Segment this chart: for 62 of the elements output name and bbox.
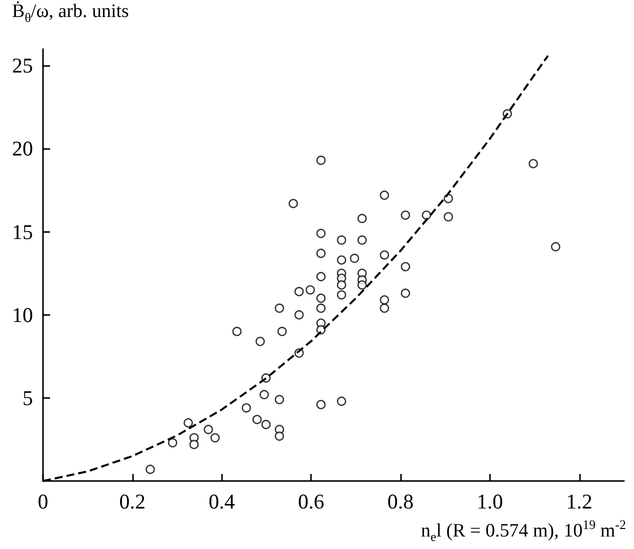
x-tick-label: 0.6 bbox=[298, 490, 324, 514]
point bbox=[357, 214, 367, 224]
point bbox=[210, 433, 220, 442]
point bbox=[422, 210, 432, 220]
y-tick-label: 10 bbox=[12, 302, 33, 327]
x-tick-label: 1.0 bbox=[476, 490, 504, 514]
point bbox=[400, 210, 410, 220]
point bbox=[400, 288, 410, 298]
x-tick-label: 0 bbox=[38, 490, 48, 514]
point bbox=[294, 286, 304, 296]
point bbox=[277, 326, 287, 336]
point bbox=[256, 336, 265, 346]
x-tick-label: 0.4 bbox=[208, 490, 236, 514]
point bbox=[316, 400, 326, 410]
point bbox=[288, 198, 298, 208]
y-tick-label: 25 bbox=[12, 54, 33, 78]
point bbox=[444, 212, 454, 222]
point bbox=[261, 420, 271, 430]
point bbox=[336, 255, 346, 265]
point bbox=[260, 390, 269, 400]
point bbox=[350, 254, 360, 263]
point bbox=[316, 304, 326, 313]
point bbox=[380, 190, 390, 200]
point bbox=[274, 394, 284, 404]
point bbox=[336, 235, 346, 245]
y-tick-label: 5 bbox=[22, 386, 33, 410]
y-tick-label: 20 bbox=[12, 136, 33, 161]
point bbox=[380, 295, 390, 305]
point bbox=[316, 248, 326, 258]
x-tick-label: 1.2 bbox=[566, 490, 592, 514]
point bbox=[357, 280, 367, 290]
point bbox=[316, 156, 326, 165]
point bbox=[274, 304, 284, 313]
point bbox=[316, 228, 326, 238]
point bbox=[232, 326, 242, 336]
y-axis-title: Ḃ$_{θ}$/ω, arb. units bbox=[12, 1, 129, 26]
point bbox=[336, 290, 346, 300]
y-tick-label: 15 bbox=[12, 220, 33, 244]
point bbox=[306, 285, 315, 295]
point bbox=[336, 396, 346, 406]
point bbox=[252, 414, 262, 424]
point bbox=[550, 242, 560, 252]
point bbox=[380, 304, 390, 313]
point bbox=[316, 272, 326, 282]
x-axis-title: n$_{e}$l (R = 0.574 m), 10$^{19}$ m$^{-2}$ bbox=[420, 517, 626, 544]
point bbox=[146, 464, 155, 474]
point bbox=[242, 403, 251, 413]
point bbox=[294, 310, 304, 320]
point bbox=[444, 194, 454, 204]
point bbox=[400, 262, 410, 272]
point bbox=[357, 235, 367, 245]
point bbox=[274, 431, 284, 441]
point bbox=[168, 438, 178, 448]
x-tick-label: 0.2 bbox=[119, 490, 146, 514]
point bbox=[204, 424, 214, 434]
point bbox=[189, 440, 199, 450]
point bbox=[184, 418, 193, 428]
point bbox=[528, 159, 538, 168]
point bbox=[380, 250, 390, 260]
point bbox=[316, 294, 326, 303]
point bbox=[336, 280, 346, 290]
x-tick-label: 0.8 bbox=[387, 490, 414, 514]
